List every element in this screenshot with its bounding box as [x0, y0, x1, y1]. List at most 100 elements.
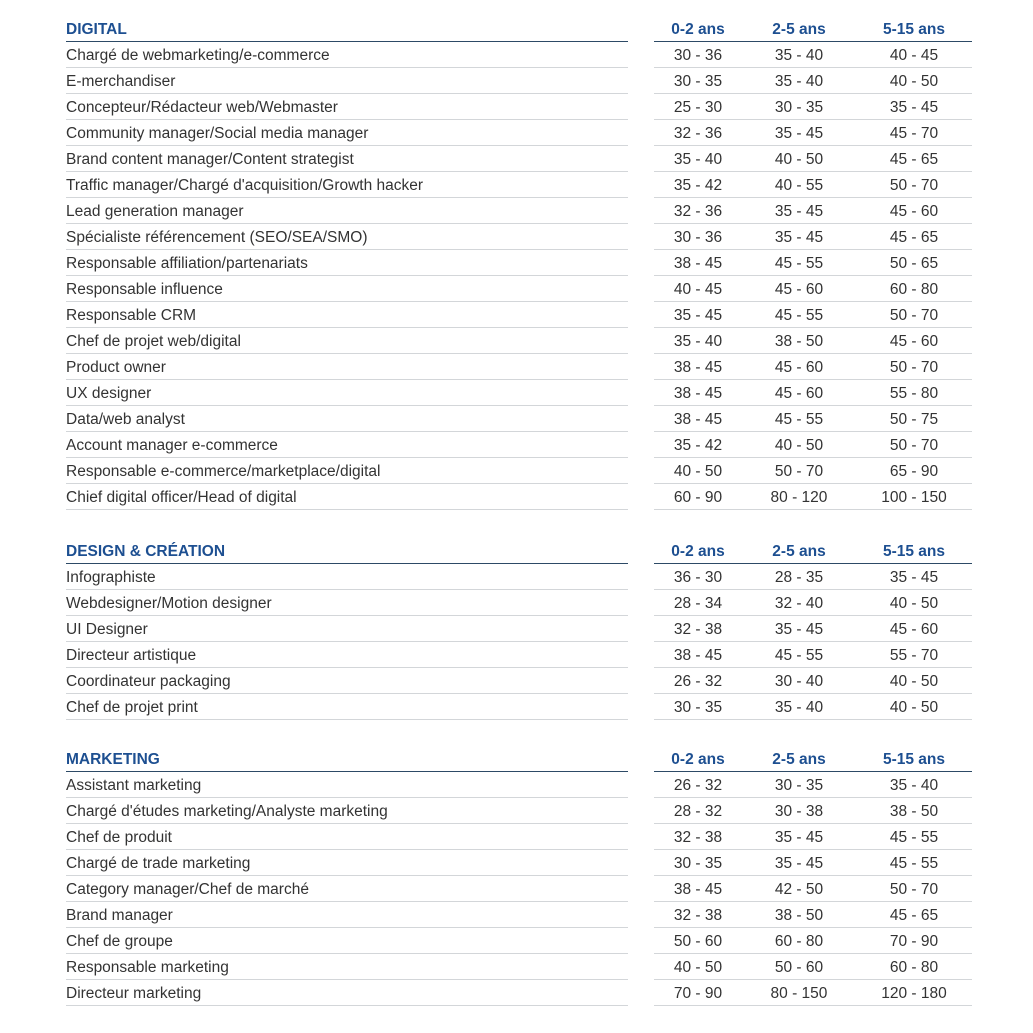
job-title: E-merchandiser [66, 68, 628, 94]
salary-0-2: 38 - 45 [673, 881, 723, 898]
salary-5-15: 50 - 70 [889, 359, 939, 376]
section-title: DESIGN & CRÉATION [66, 538, 628, 564]
table-row: Responsable CRM 35 - 45 45 - 55 50 - 70 [66, 302, 972, 328]
job-title: Data/web analyst [66, 406, 628, 432]
salary-5-15: 45 - 55 [889, 855, 939, 872]
salary-2-5: 60 - 80 [774, 933, 824, 950]
table-row: Assistant marketing 26 - 32 30 - 35 35 -… [66, 772, 972, 798]
table-row: Responsable affiliation/partenariats 38 … [66, 250, 972, 276]
salary-2-5: 45 - 55 [774, 411, 824, 428]
salary-0-2: 38 - 45 [673, 359, 723, 376]
salary-2-5: 30 - 38 [774, 803, 824, 820]
table-row: Chef de projet print 30 - 35 35 - 40 40 … [66, 694, 972, 720]
salary-2-5: 45 - 55 [774, 255, 824, 272]
table-row: E-merchandiser 30 - 35 35 - 40 40 - 50 [66, 68, 972, 94]
salary-0-2: 38 - 45 [673, 411, 723, 428]
table-row: Responsable influence 40 - 45 45 - 60 60… [66, 276, 972, 302]
job-title: Category manager/Chef de marché [66, 876, 628, 902]
section-header: DIGITAL 0-2 ans 2-5 ans 5-15 ans [66, 16, 972, 42]
job-title: Directeur marketing [66, 980, 628, 1006]
salary-2-5: 80 - 150 [770, 985, 828, 1002]
job-title: Account manager e-commerce [66, 432, 628, 458]
table-row: Lead generation manager 32 - 36 35 - 45 … [66, 198, 972, 224]
salary-5-15: 35 - 45 [889, 99, 939, 116]
job-title: Chef de groupe [66, 928, 628, 954]
salary-5-15: 45 - 60 [889, 621, 939, 638]
column-header: 0-2 ans [671, 543, 725, 560]
salary-2-5: 50 - 60 [774, 959, 824, 976]
salary-2-5: 45 - 55 [774, 307, 824, 324]
salary-0-2: 32 - 38 [673, 907, 723, 924]
salary-0-2: 30 - 35 [673, 855, 723, 872]
table-row: Brand content manager/Content strategist… [66, 146, 972, 172]
salary-5-15: 50 - 65 [889, 255, 939, 272]
salary-0-2: 38 - 45 [673, 647, 723, 664]
job-title: Webdesigner/Motion designer [66, 590, 628, 616]
salary-5-15: 40 - 45 [889, 47, 939, 64]
salary-5-15: 60 - 80 [889, 959, 939, 976]
salary-2-5: 45 - 60 [774, 385, 824, 402]
salary-0-2: 28 - 34 [673, 595, 723, 612]
salary-0-2: 32 - 36 [673, 125, 723, 142]
table-row: Community manager/Social media manager 3… [66, 120, 972, 146]
column-header: 0-2 ans [671, 751, 725, 768]
table-row: Chef de projet web/digital 35 - 40 38 - … [66, 328, 972, 354]
salary-2-5: 35 - 40 [774, 47, 824, 64]
salary-5-15: 35 - 45 [889, 569, 939, 586]
salary-2-5: 35 - 45 [774, 621, 824, 638]
salary-2-5: 40 - 55 [774, 177, 824, 194]
salary-5-15: 45 - 60 [889, 333, 939, 350]
job-title: Chef de projet web/digital [66, 328, 628, 354]
salary-2-5: 30 - 35 [774, 99, 824, 116]
salary-0-2: 35 - 45 [673, 307, 723, 324]
section-digital: DIGITAL 0-2 ans 2-5 ans 5-15 ans Chargé … [66, 16, 972, 510]
salary-5-15: 45 - 60 [889, 203, 939, 220]
salary-5-15: 45 - 70 [889, 125, 939, 142]
salary-0-2: 60 - 90 [673, 489, 723, 506]
salary-2-5: 35 - 45 [774, 855, 824, 872]
job-title: Responsable affiliation/partenariats [66, 250, 628, 276]
salary-2-5: 35 - 40 [774, 699, 824, 716]
salary-5-15: 100 - 150 [881, 489, 947, 506]
salary-5-15: 60 - 80 [889, 281, 939, 298]
job-title: Concepteur/Rédacteur web/Webmaster [66, 94, 628, 120]
section-title: DIGITAL [66, 16, 628, 42]
salary-2-5: 40 - 50 [774, 151, 824, 168]
salary-5-15: 50 - 70 [889, 307, 939, 324]
job-title: Spécialiste référencement (SEO/SEA/SMO) [66, 224, 628, 250]
salary-5-15: 65 - 90 [889, 463, 939, 480]
column-header: 2-5 ans [772, 543, 826, 560]
job-title: Responsable marketing [66, 954, 628, 980]
job-title: Community manager/Social media manager [66, 120, 628, 146]
salary-2-5: 28 - 35 [774, 569, 824, 586]
salary-5-15: 50 - 70 [889, 437, 939, 454]
salary-5-15: 40 - 50 [889, 73, 939, 90]
job-title: Brand content manager/Content strategist [66, 146, 628, 172]
table-row: Spécialiste référencement (SEO/SEA/SMO) … [66, 224, 972, 250]
section-header: MARKETING 0-2 ans 2-5 ans 5-15 ans [66, 746, 972, 772]
section-design-cr-ation: DESIGN & CRÉATION 0-2 ans 2-5 ans 5-15 a… [66, 538, 972, 720]
salary-0-2: 38 - 45 [673, 255, 723, 272]
salary-0-2: 70 - 90 [673, 985, 723, 1002]
salary-2-5: 42 - 50 [774, 881, 824, 898]
column-header: 2-5 ans [772, 21, 826, 38]
salary-0-2: 35 - 40 [673, 333, 723, 350]
column-header: 5-15 ans [882, 543, 946, 560]
salary-5-15: 120 - 180 [881, 985, 947, 1002]
table-row: Directeur artistique 38 - 45 45 - 55 55 … [66, 642, 972, 668]
job-title: UI Designer [66, 616, 628, 642]
job-title: UX designer [66, 380, 628, 406]
salary-2-5: 38 - 50 [774, 333, 824, 350]
salary-0-2: 36 - 30 [673, 569, 723, 586]
table-row: Account manager e-commerce 35 - 42 40 - … [66, 432, 972, 458]
job-title: Responsable influence [66, 276, 628, 302]
salary-0-2: 40 - 45 [673, 281, 723, 298]
salary-2-5: 30 - 40 [774, 673, 824, 690]
salary-5-15: 38 - 50 [889, 803, 939, 820]
job-title: Chef de projet print [66, 694, 628, 720]
salary-5-15: 40 - 50 [889, 673, 939, 690]
table-row: Concepteur/Rédacteur web/Webmaster 25 - … [66, 94, 972, 120]
job-title: Directeur artistique [66, 642, 628, 668]
job-title: Lead generation manager [66, 198, 628, 224]
salary-2-5: 50 - 70 [774, 463, 824, 480]
